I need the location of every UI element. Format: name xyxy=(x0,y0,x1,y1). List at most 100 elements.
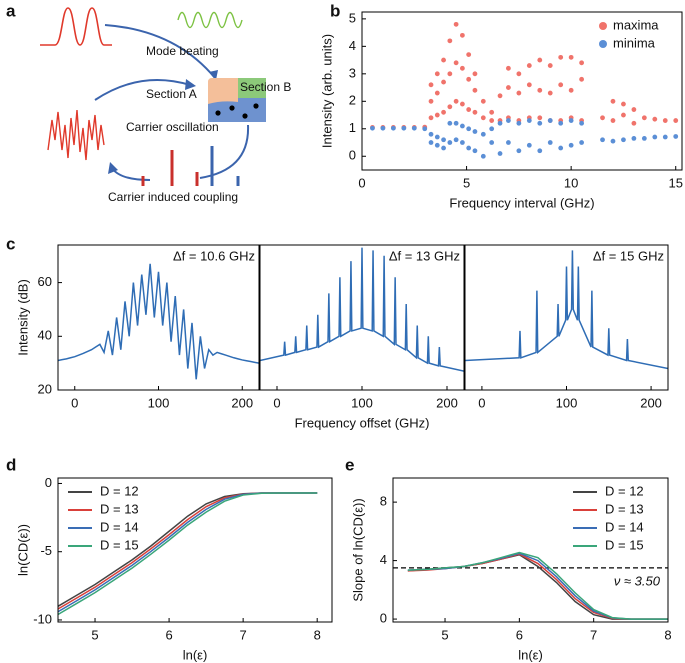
diagram-label: Carrier induced coupling xyxy=(108,190,238,204)
legend-label: minima xyxy=(613,35,656,50)
point xyxy=(428,140,434,145)
panel: c 0 100 200 20 40 60 Intensity (dB) Δf = 10.6 GH… xyxy=(6,234,260,410)
point xyxy=(641,136,647,141)
panel-title: Δf = 10.6 GHz xyxy=(173,248,255,263)
x-tick-label: 0 xyxy=(358,175,365,190)
panel: e 5 6 7 8 0 4 8 ln(ε) Slope of ln(CD(ε)) ν ≈ 3.50 D… xyxy=(345,455,672,662)
diagram-a: a Mode beating Section A Section B Carri… xyxy=(6,1,291,204)
point xyxy=(547,140,553,145)
point xyxy=(497,151,503,156)
point xyxy=(447,38,453,44)
x-tick-label: 5 xyxy=(463,175,470,190)
y-tick-label: 3 xyxy=(349,65,356,80)
y-tick-label: 0 xyxy=(349,148,356,163)
point xyxy=(472,148,478,154)
point xyxy=(579,60,585,66)
x-tick-label: 7 xyxy=(240,627,247,642)
x-tick-label: 0 xyxy=(478,395,485,410)
point xyxy=(558,54,564,60)
point xyxy=(411,125,417,131)
x-tick-label: 200 xyxy=(640,395,662,410)
line xyxy=(58,492,318,616)
point xyxy=(621,137,626,143)
plot-area xyxy=(260,247,464,372)
point xyxy=(610,118,616,123)
point xyxy=(600,137,605,143)
point xyxy=(662,118,668,123)
point xyxy=(547,118,553,123)
reference-label: ν ≈ 3.50 xyxy=(614,573,661,588)
diagram-label: Mode beating xyxy=(146,44,219,58)
point xyxy=(472,129,478,134)
point xyxy=(489,140,495,145)
point xyxy=(441,57,446,63)
point xyxy=(497,93,503,99)
point xyxy=(547,63,553,68)
line xyxy=(465,250,668,370)
point xyxy=(489,109,495,115)
point xyxy=(526,82,532,88)
legend-marker xyxy=(599,22,607,30)
point xyxy=(434,71,440,77)
point xyxy=(434,90,440,96)
point xyxy=(610,138,616,144)
point xyxy=(441,109,446,115)
point xyxy=(673,118,679,123)
point xyxy=(537,148,543,154)
x-tick-label: 0 xyxy=(71,395,78,410)
point xyxy=(526,142,532,148)
point xyxy=(428,98,434,104)
point xyxy=(610,98,616,104)
point xyxy=(537,57,543,63)
point xyxy=(621,101,626,107)
y-axis-label: Intensity (dB) xyxy=(15,279,30,356)
y-tick-label: 5 xyxy=(349,10,356,25)
panel: b 0 5 10 15 0 1 2 3 4 5 Frequency interval (GHz) Int… xyxy=(319,1,683,210)
point xyxy=(526,118,532,123)
point xyxy=(516,148,522,154)
point xyxy=(537,87,543,93)
x-axis-label: ln(ε) xyxy=(183,647,208,662)
y-tick-label: 1 xyxy=(349,120,356,135)
plot-area xyxy=(58,263,259,380)
panel-label: d xyxy=(6,455,16,474)
point xyxy=(516,120,522,126)
point xyxy=(537,120,543,126)
y-axis-label: Intensity (arb. units) xyxy=(319,34,334,148)
point xyxy=(390,125,396,131)
point xyxy=(466,76,472,82)
y-tick-label: 2 xyxy=(349,93,356,108)
arrow xyxy=(199,124,250,179)
point xyxy=(472,87,478,93)
legend-label: D = 12 xyxy=(605,483,644,498)
panel-title: Δf = 13 GHz xyxy=(389,248,460,263)
x-tick-label: 100 xyxy=(148,395,170,410)
panel-title: Δf = 15 GHz xyxy=(593,248,664,263)
legend-label: D = 15 xyxy=(605,537,644,552)
point xyxy=(480,98,486,104)
carrier xyxy=(253,103,259,109)
point xyxy=(453,98,459,104)
point xyxy=(441,137,446,143)
point xyxy=(472,71,478,77)
pulse-wave xyxy=(40,7,112,46)
legend-label: D = 12 xyxy=(100,483,139,498)
line xyxy=(407,551,668,620)
y-tick-label: -5 xyxy=(40,543,52,558)
point xyxy=(631,107,637,112)
point xyxy=(428,131,434,137)
point xyxy=(547,90,553,96)
frame xyxy=(464,244,669,391)
point xyxy=(489,118,495,123)
point xyxy=(579,76,585,82)
diagram-label: Section A xyxy=(146,87,197,101)
point xyxy=(459,32,465,38)
point xyxy=(447,120,453,126)
noisy-wave xyxy=(47,109,105,161)
diagram-label: Section B xyxy=(240,80,291,94)
frame xyxy=(392,477,669,623)
point xyxy=(558,120,564,126)
point xyxy=(447,71,453,77)
point xyxy=(568,87,574,93)
point xyxy=(526,63,532,68)
